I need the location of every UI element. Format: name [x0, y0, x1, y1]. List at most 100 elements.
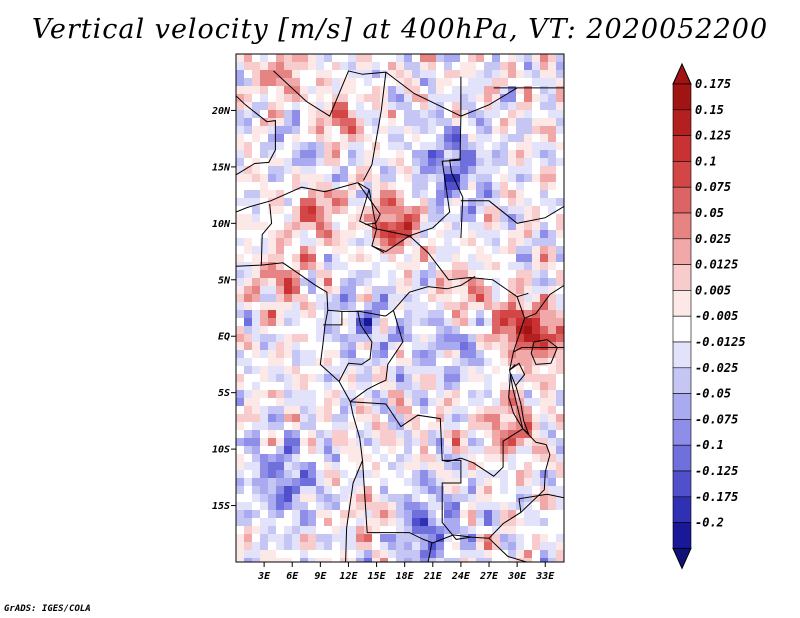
field-cell — [412, 390, 420, 398]
border-line — [509, 364, 516, 371]
field-cell — [356, 550, 364, 558]
field-cell — [516, 214, 524, 222]
field-cell — [524, 478, 532, 486]
field-cell — [236, 246, 244, 254]
field-cell — [356, 494, 364, 502]
field-cell — [284, 430, 292, 438]
field-cell — [516, 150, 524, 158]
field-cell — [420, 62, 428, 70]
field-cell — [548, 382, 556, 390]
field-cell — [236, 494, 244, 502]
field-cell — [476, 134, 484, 142]
field-cell — [396, 182, 404, 190]
field-cell — [340, 198, 348, 206]
field-cell — [332, 126, 340, 134]
field-cell — [476, 558, 484, 562]
field-cell — [548, 326, 556, 334]
field-cell — [540, 502, 548, 510]
colorbar-label: 0.175 — [695, 77, 731, 91]
field-cell — [452, 350, 460, 358]
colorbar-segment — [672, 212, 692, 240]
field-cell — [372, 502, 380, 510]
field-cell — [340, 398, 348, 406]
field-cell — [348, 86, 356, 94]
field-cell — [308, 534, 316, 542]
field-cell — [524, 406, 532, 414]
field-cell — [556, 294, 564, 302]
field-cell — [284, 238, 292, 246]
border-line — [371, 235, 529, 298]
field-cell — [404, 478, 412, 486]
field-cell — [548, 414, 556, 422]
field-cell — [364, 54, 372, 62]
field-cell — [332, 470, 340, 478]
field-cell — [348, 246, 356, 254]
field-cell — [268, 310, 276, 318]
field-cell — [508, 118, 516, 126]
field-cell — [332, 430, 340, 438]
field-cell — [452, 190, 460, 198]
field-cell — [412, 518, 420, 526]
field-cell — [524, 110, 532, 118]
field-cell — [300, 294, 308, 302]
field-cell — [508, 438, 516, 446]
field-cell — [340, 478, 348, 486]
field-cell — [356, 302, 364, 310]
field-cell — [556, 502, 564, 510]
field-cell — [244, 222, 252, 230]
field-cell — [484, 150, 492, 158]
field-cell — [276, 558, 284, 562]
field-cell — [356, 518, 364, 526]
field-cell — [300, 190, 308, 198]
field-cell — [548, 110, 556, 118]
field-cell — [396, 558, 404, 562]
field-cell — [300, 214, 308, 222]
field-cell — [236, 518, 244, 526]
field-cell — [548, 454, 556, 462]
field-cell — [268, 326, 276, 334]
field-cell — [372, 398, 380, 406]
field-cell — [540, 198, 548, 206]
field-cell — [380, 110, 388, 118]
border-line — [350, 310, 404, 403]
field-cell — [508, 558, 516, 562]
field-cell — [364, 206, 372, 214]
field-cell — [292, 118, 300, 126]
field-cell — [396, 550, 404, 558]
field-cell — [540, 326, 548, 334]
field-cell — [460, 182, 468, 190]
field-cell — [236, 310, 244, 318]
field-cell — [404, 302, 412, 310]
field-cell — [252, 542, 260, 550]
field-cell — [364, 150, 372, 158]
y-tick-label: 10S — [212, 445, 230, 456]
field-cell — [532, 214, 540, 222]
field-cell — [444, 438, 452, 446]
field-cell — [372, 238, 380, 246]
field-cell — [476, 206, 484, 214]
field-cell — [516, 182, 524, 190]
field-cell — [340, 110, 348, 118]
field-cell — [492, 422, 500, 430]
x-tick-label: 18E — [396, 571, 415, 582]
field-cell — [540, 158, 548, 166]
field-cell — [252, 86, 260, 94]
field-cell — [332, 142, 340, 150]
field-cell — [292, 182, 300, 190]
field-cell — [396, 462, 404, 470]
field-cell — [516, 526, 524, 534]
field-cell — [236, 166, 244, 174]
border-line — [236, 95, 276, 176]
field-cell — [404, 406, 412, 414]
field-cell — [260, 542, 268, 550]
field-cell — [548, 518, 556, 526]
field-cell — [388, 150, 396, 158]
field-cell — [236, 358, 244, 366]
velocity-field — [236, 54, 564, 562]
field-cell — [284, 526, 292, 534]
field-cell — [532, 302, 540, 310]
field-cell — [308, 182, 316, 190]
border-line — [236, 262, 364, 562]
field-cell — [412, 358, 420, 366]
field-cell — [356, 422, 364, 430]
